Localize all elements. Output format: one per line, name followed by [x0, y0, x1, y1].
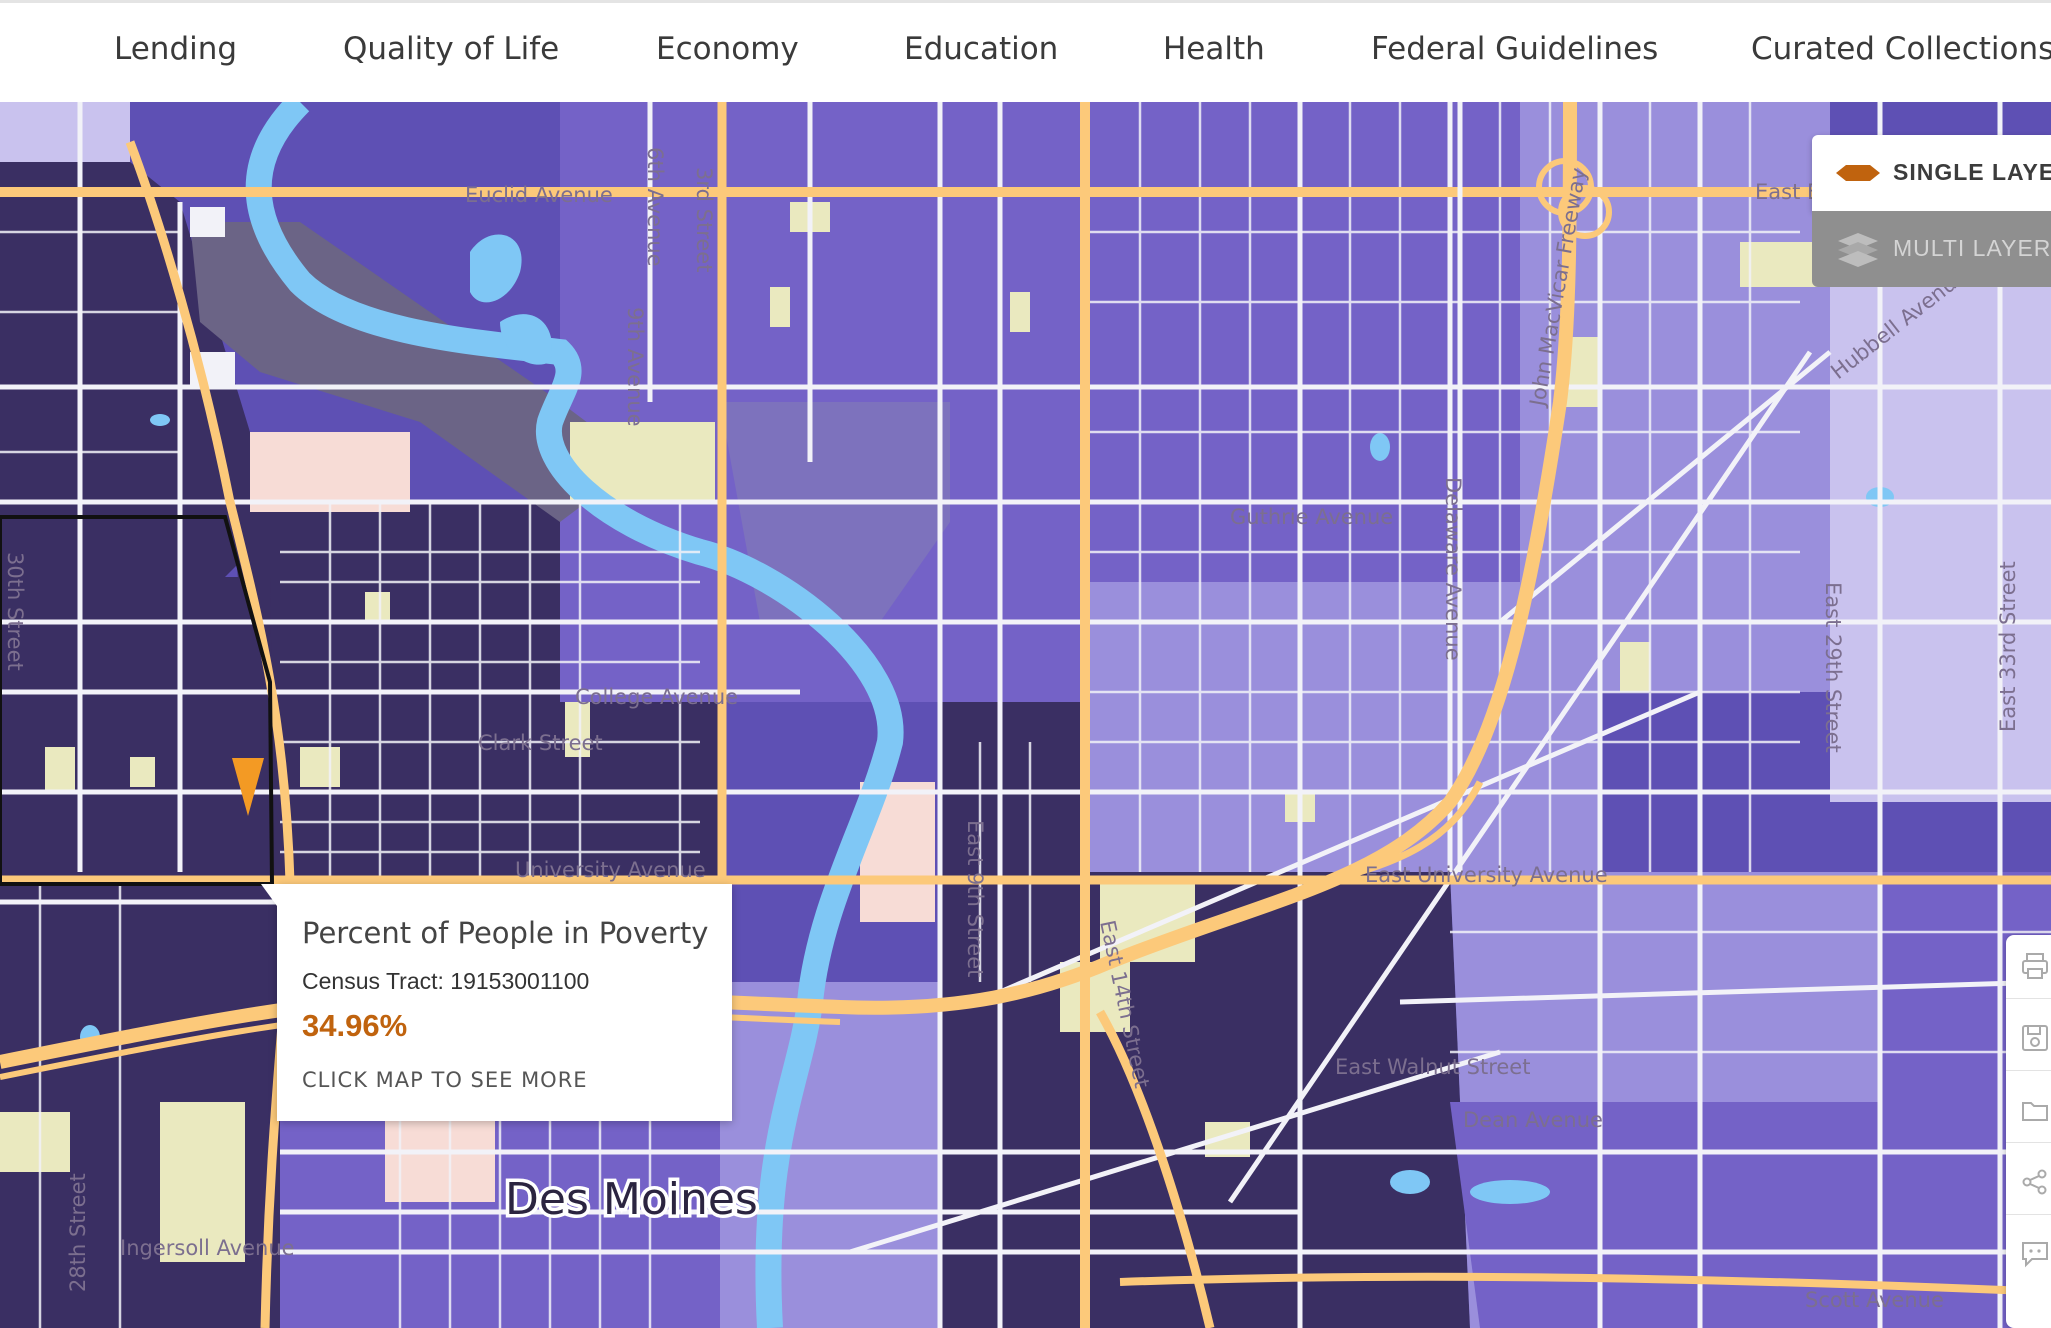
street-label-guthrie: Guthrie Avenue — [1230, 505, 1393, 529]
tract-area-top-left — [0, 102, 130, 162]
save-button[interactable] — [2006, 1007, 2051, 1071]
pond — [1470, 1180, 1550, 1204]
poverty-map[interactable]: Euclid Avenue East E 6th Avenue 3rd Stre… — [0, 102, 2051, 1328]
multi-layer-icon — [1838, 233, 1878, 267]
layer-toggle: SINGLE LAYER MULTI LAYER — [1812, 135, 2051, 287]
folder-icon — [2022, 1102, 2048, 1121]
nav-education[interactable]: Education — [904, 31, 1059, 67]
street-label-east: East E — [1755, 180, 1820, 204]
tract-area-south-far-east — [1450, 1102, 2051, 1328]
single-layer-label: SINGLE LAYER — [1893, 159, 2051, 185]
open-button[interactable] — [2006, 1079, 2051, 1143]
location-marker-icon[interactable] — [232, 758, 264, 816]
tract-area-northeast — [1090, 102, 1520, 582]
tooltip-title: Percent of People in Poverty — [302, 916, 709, 950]
street-label-east-walnut: East Walnut Street — [1335, 1055, 1530, 1079]
street-label-28th: 28th Street — [66, 1173, 90, 1292]
map-canvas[interactable]: Euclid Avenue East E 6th Avenue 3rd Stre… — [0, 102, 2051, 1328]
tract-area-far-east — [1830, 232, 2051, 802]
nav-federal-guidelines[interactable]: Federal Guidelines — [1371, 31, 1659, 67]
street-label-college: College Avenue — [575, 685, 738, 709]
tract-area-northwest — [0, 162, 280, 582]
pond — [1390, 1170, 1430, 1194]
park-area — [770, 287, 790, 327]
share-icon — [2022, 1169, 2047, 1195]
park-area — [0, 1112, 70, 1172]
street-label-third: 3rd Street — [692, 167, 716, 272]
tool-rail — [2006, 935, 2051, 1328]
street-label-east-9th: East 9th Street — [963, 820, 987, 977]
multi-layer-label: MULTI LAYER — [1893, 235, 2051, 261]
park-area — [130, 757, 155, 787]
tooltip-census-tract: Census Tract: 19153001100 — [302, 968, 590, 994]
white-area — [190, 207, 225, 237]
tooltip-cta[interactable]: CLICK MAP TO SEE MORE — [302, 1068, 588, 1092]
multi-layer-button[interactable]: MULTI LAYER — [1812, 211, 2051, 287]
park-area — [1620, 642, 1650, 692]
lake — [500, 314, 552, 365]
share-button[interactable] — [2006, 1151, 2051, 1215]
save-icon — [2022, 1025, 2048, 1051]
lake — [470, 234, 522, 303]
pink-area — [250, 432, 410, 512]
street-label-east-29th: East 29th Street — [1821, 582, 1845, 753]
street-grid-minor — [0, 102, 2051, 1328]
street-label-sixth: 6th Avenue — [643, 147, 667, 267]
park-area — [1740, 242, 1820, 287]
nav-curated-collections[interactable]: Curated Collections — [1751, 31, 2051, 67]
street-label-scott: Scott Avenue — [1805, 1288, 1944, 1312]
nav-health[interactable]: Health — [1163, 31, 1265, 67]
pond — [1370, 433, 1390, 461]
print-icon — [2022, 953, 2048, 979]
street-label-clark: Clark Street — [478, 731, 603, 755]
street-label-delaware: Delaware Avenue — [1441, 477, 1465, 661]
park-area — [45, 747, 75, 792]
selected-tract-outline[interactable] — [0, 515, 275, 886]
street-grid — [0, 102, 2051, 1328]
street-label-university: University Avenue — [515, 858, 706, 882]
nav-quality-of-life[interactable]: Quality of Life — [343, 31, 560, 67]
street-label-30th: 30th Street — [3, 552, 27, 671]
tooltip-value: 34.96% — [302, 1008, 408, 1043]
industrial-area-east — [720, 402, 950, 622]
street-label-east-33rd: East 33rd Street — [1996, 561, 2020, 732]
tract-area-east-village — [940, 702, 1090, 1328]
comment-icon — [2022, 1242, 2048, 1268]
single-layer-icon — [1836, 165, 1880, 181]
single-layer-button[interactable]: SINGLE LAYER — [1812, 135, 2051, 211]
city-label: Des Moines — [505, 1174, 758, 1225]
tooltip-pointer — [261, 884, 277, 906]
street-label-dean: Dean Avenue — [1463, 1108, 1603, 1132]
park-area — [1010, 292, 1030, 332]
street-label-ingersoll: Ingersoll Avenue — [120, 1236, 295, 1260]
nav-economy[interactable]: Economy — [656, 31, 799, 67]
pond — [150, 414, 170, 426]
top-navigation: Lending Quality of Life Economy Educatio… — [0, 0, 2051, 102]
street-label-euclid: Euclid Avenue — [465, 183, 613, 207]
map-tooltip: Percent of People in Poverty Census Trac… — [261, 884, 732, 1121]
print-button[interactable] — [2006, 935, 2051, 999]
nav-lending[interactable]: Lending — [114, 31, 238, 67]
park-area — [365, 592, 390, 622]
park-area — [160, 1102, 245, 1262]
park-area — [300, 747, 340, 787]
park-area — [565, 702, 590, 757]
comment-button[interactable] — [2006, 1223, 2051, 1287]
tract-area-west — [0, 577, 275, 882]
street-label-east-university: East University Avenue — [1365, 863, 1608, 887]
street-label-ninth: 9th Avenue — [623, 307, 647, 427]
pink-area — [385, 1112, 495, 1202]
tract-area-downtown-east — [720, 982, 940, 1328]
